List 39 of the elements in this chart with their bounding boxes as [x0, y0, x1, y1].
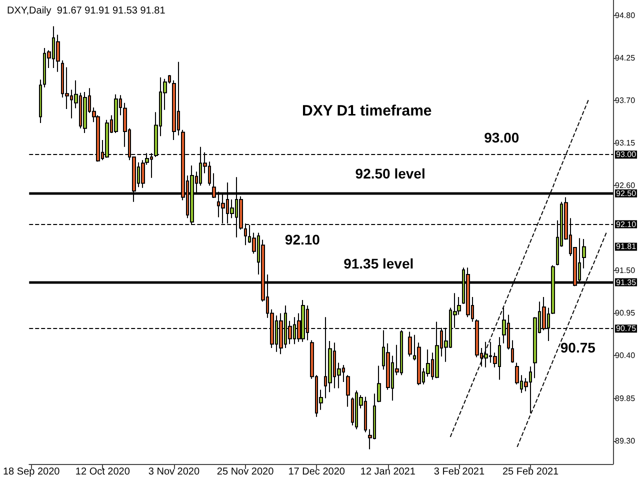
- x-tick-label: 17 Dec 2020: [288, 466, 346, 478]
- y-tick-label: 89.85: [615, 394, 636, 403]
- annotation: 91.35: [616, 278, 637, 287]
- ref-line-label: 90.75: [560, 340, 596, 356]
- y-tick-label: 89.30: [615, 436, 636, 446]
- ref-line-label: 93.00: [484, 130, 520, 146]
- y-tick-label: 93.15: [615, 138, 636, 148]
- candlestick: [484, 341, 488, 368]
- ref-line-label: 92.50 level: [355, 165, 426, 182]
- y-tick-label: 90.95: [615, 308, 636, 318]
- annotation: 91.81: [616, 242, 637, 252]
- y-tick-label: 93.70: [615, 96, 636, 106]
- x-tick-label: 25 Nov 2020: [216, 466, 274, 478]
- x-tick-label: 12 Oct 2020: [75, 466, 130, 478]
- y-tick-label: 92.60: [615, 181, 636, 190]
- candlestick: [511, 340, 514, 364]
- candlestick: [114, 94, 118, 134]
- annotation: 90.75: [616, 324, 637, 334]
- y-tick-label: 94.25: [615, 54, 636, 62]
- candlestick: [377, 365, 381, 403]
- candlestick: [346, 374, 350, 408]
- candlestick: [83, 92, 87, 134]
- x-tick-label: 18 Sep 2020: [2, 466, 60, 478]
- annotation: 92.50: [616, 188, 637, 198]
- candlestick: [582, 238, 586, 269]
- x-tick-label: 3 Feb 2021: [434, 466, 485, 478]
- x-tick-label: 25 Feb 2021: [502, 466, 560, 478]
- ref-line-label: 91.35 level: [344, 255, 414, 272]
- annotation: 92.10: [616, 220, 637, 229]
- y-tick-label: 94.80: [615, 10, 636, 20]
- x-tick-label: 3 Nov 2020: [148, 466, 200, 478]
- annotation: DXY D1 timeframe: [302, 102, 432, 120]
- text: DXY,Daily 91.67 91.91 91.53 91.81: [7, 6, 166, 16]
- x-tick-label: 12 Jan 2021: [360, 466, 416, 478]
- y-tick-label: 91.50: [615, 266, 636, 276]
- candlestick: [408, 331, 412, 358]
- y-tick-label: 90.40: [615, 351, 636, 360]
- annotation: 93.00: [616, 150, 637, 160]
- ref-line-label: 92.10: [284, 231, 320, 248]
